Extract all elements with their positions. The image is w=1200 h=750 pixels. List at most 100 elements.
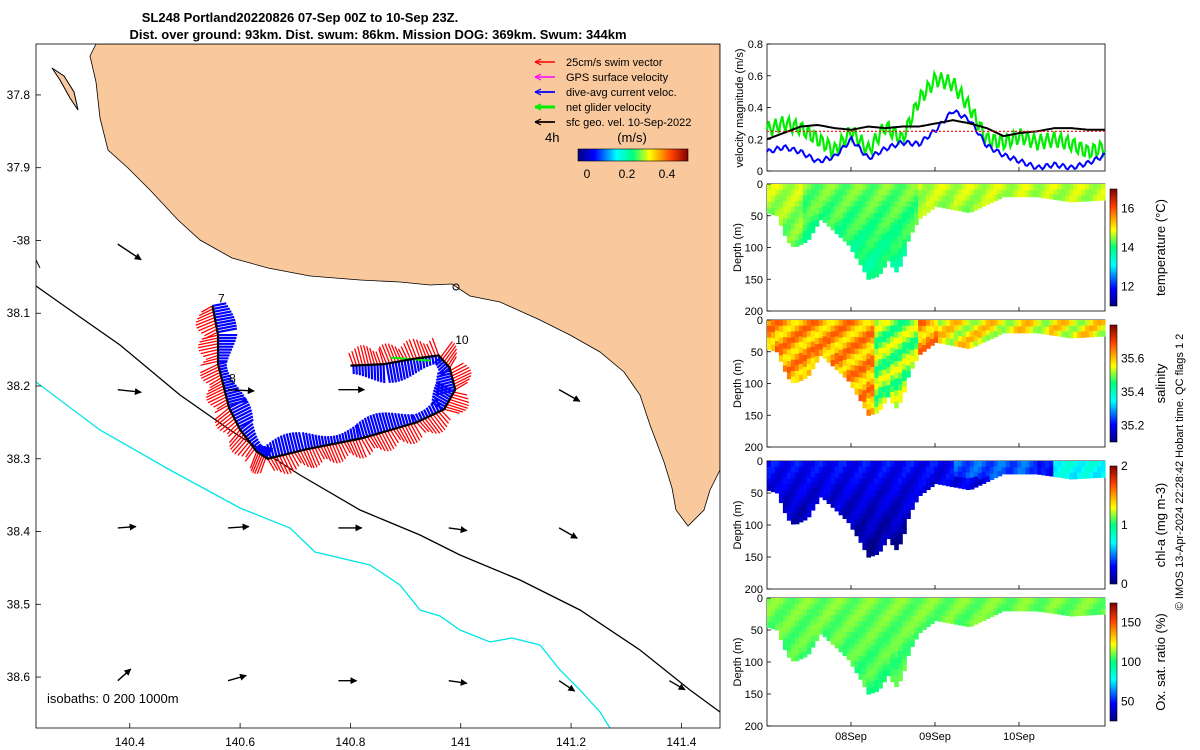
- profile-cell: [938, 195, 943, 202]
- profile-cell: [850, 461, 856, 468]
- profile-cell: [949, 196, 955, 204]
- profile-cell: [842, 348, 848, 355]
- dive-avg-vector: [243, 426, 255, 436]
- profile-cell: [957, 189, 963, 196]
- profile-cell: [822, 211, 828, 218]
- profile-cell: [767, 320, 772, 327]
- profile-cell: [818, 213, 824, 221]
- profile-cell: [894, 490, 899, 497]
- profile-cell: [898, 609, 903, 617]
- profile-cell: [842, 212, 848, 219]
- profile-cell: [1061, 603, 1066, 610]
- profile-cell: [902, 625, 907, 633]
- profile-cell: [1017, 598, 1023, 605]
- dive-avg-vector: [329, 435, 334, 445]
- profile-cell: [894, 668, 899, 676]
- profile-cell: [981, 195, 987, 202]
- profile-cell: [890, 477, 895, 484]
- profile-cell: [1073, 598, 1078, 605]
- profile-cell: [945, 610, 951, 618]
- swim-vector: [199, 337, 219, 343]
- swim-vector: [404, 425, 415, 445]
- profile-cell: [1057, 603, 1062, 610]
- profile-cell: [957, 330, 963, 337]
- profile-cell: [882, 609, 887, 616]
- profile-cell: [842, 484, 848, 491]
- profile-cell: [1069, 461, 1074, 468]
- profile-cell: [949, 617, 955, 625]
- profile-cell: [894, 657, 899, 664]
- profile-cell: [1005, 190, 1011, 198]
- profile-colorbar-0: [1109, 188, 1118, 307]
- profile-ytick-label: 50: [751, 211, 763, 223]
- profile-cell: [810, 325, 816, 332]
- profile-cell: [1057, 194, 1062, 201]
- swim-vector: [209, 377, 222, 386]
- profile-cell: [862, 248, 867, 255]
- swim-vector: [418, 420, 430, 433]
- profile-cell: [874, 253, 879, 260]
- profile-cell: [806, 472, 812, 479]
- profile-cell: [985, 199, 991, 205]
- profile-cell: [890, 488, 895, 496]
- profile-cell: [814, 208, 820, 215]
- profile-cell: [822, 472, 828, 479]
- profile-cell: [842, 235, 848, 242]
- profile-cell: [822, 205, 828, 212]
- profile-cell: [1029, 604, 1034, 612]
- geo-vector-1: [117, 388, 142, 396]
- profile-cell: [858, 348, 864, 356]
- profile-cell: [985, 194, 991, 200]
- chart-title-line1: SL248 Portland20220826 07-Sep 00Z to 10-…: [142, 10, 458, 25]
- profile-cell: [854, 195, 860, 202]
- profile-cell: [775, 205, 780, 211]
- profile-cell: [942, 604, 947, 611]
- swim-vector: [375, 351, 382, 365]
- profile-cell: [830, 478, 836, 485]
- profile-cell: [961, 184, 967, 191]
- profile-cell: [870, 266, 875, 273]
- profile-cell: [842, 195, 848, 202]
- profile-cell: [918, 212, 923, 219]
- profile-ytick-label: 0: [757, 593, 763, 605]
- profile-cell: [814, 628, 820, 635]
- profile-cell: [953, 330, 959, 337]
- profile-cell: [977, 479, 983, 486]
- colorbar-title: (m/s): [617, 130, 647, 145]
- profile-cell: [882, 533, 887, 540]
- profile-cell: [810, 636, 816, 643]
- profile-cell: [898, 396, 903, 403]
- profile-cell: [846, 233, 852, 240]
- profile-cell: [794, 376, 800, 383]
- profile-cell: [866, 206, 871, 213]
- profile-cell: [949, 326, 955, 334]
- profile-cell: [782, 331, 788, 338]
- cbar-tick-label: 35.2: [1121, 418, 1145, 432]
- profile-cell: [894, 603, 899, 611]
- profile-cell: [866, 626, 871, 633]
- profile-cell: [886, 390, 891, 398]
- profile-cell: [894, 662, 899, 670]
- profile-cell: [874, 484, 879, 491]
- profile-cell: [926, 609, 931, 616]
- profile-cell: [981, 477, 987, 484]
- profile-cell: [786, 366, 792, 374]
- profile-cell: [997, 320, 1003, 326]
- profile-cell: [874, 507, 879, 515]
- profile-cell: [906, 359, 911, 367]
- profile-cell: [945, 467, 951, 474]
- profile-cell: [890, 676, 895, 683]
- profile-cell: [882, 598, 887, 605]
- profile-cell: [882, 320, 887, 327]
- profile-cell: [802, 325, 808, 333]
- profile-cell: [902, 603, 907, 610]
- profile-cell: [878, 381, 883, 388]
- small-island: [452, 283, 460, 291]
- profile-cell: [822, 488, 828, 495]
- swim-vector: [443, 345, 457, 363]
- profile-cell: [842, 342, 848, 350]
- profile-cell: [771, 461, 776, 468]
- profile-cell: [778, 615, 784, 623]
- profile-cell: [1077, 609, 1082, 616]
- profile-cell: [922, 623, 927, 630]
